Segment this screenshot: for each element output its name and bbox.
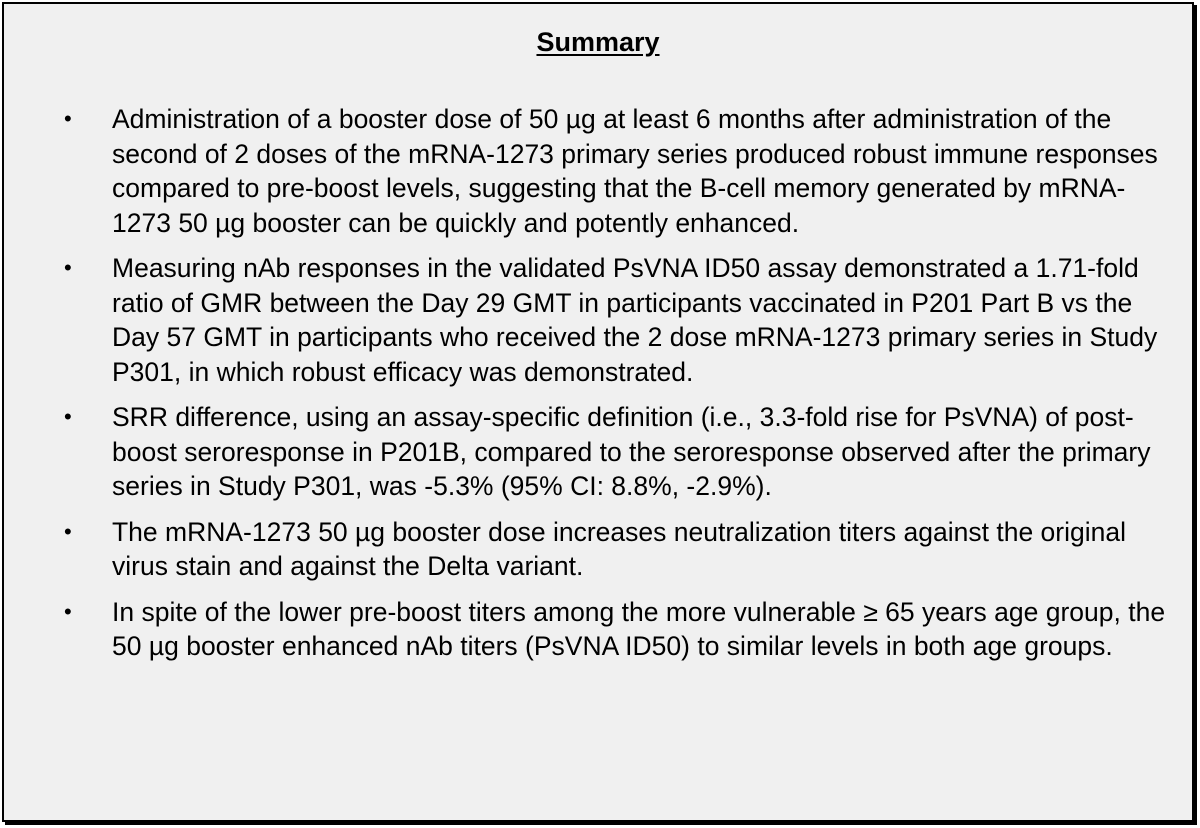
bullet-text: The mRNA-1273 50 µg booster dose increas… bbox=[112, 516, 1126, 582]
bullet-text: Measuring nAb responses in the validated… bbox=[112, 253, 1158, 387]
bullet-item: • The mRNA-1273 50 µg booster dose incre… bbox=[4, 515, 1192, 584]
bullet-item: • Administration of a booster dose of 50… bbox=[4, 102, 1192, 240]
bullet-item: • SRR difference, using an assay-specifi… bbox=[4, 400, 1192, 504]
bullet-icon: • bbox=[64, 255, 72, 280]
bullet-text: SRR difference, using an assay-specific … bbox=[112, 402, 1151, 501]
bullet-icon: • bbox=[64, 518, 72, 544]
bullet-text: Administration of a booster dose of 50 µ… bbox=[112, 104, 1158, 238]
summary-title: Summary bbox=[536, 27, 660, 57]
bullet-item: • Measuring nAb responses in the validat… bbox=[4, 251, 1192, 389]
bullet-text: In spite of the lower pre-boost titers a… bbox=[112, 596, 1166, 662]
bullet-icon: • bbox=[64, 106, 72, 131]
bullet-icon: • bbox=[64, 404, 72, 429]
bullet-item: • In spite of the lower pre-boost titers… bbox=[4, 595, 1192, 664]
summary-bullet-list: • Administration of a booster dose of 50… bbox=[4, 102, 1192, 675]
bullet-icon: • bbox=[64, 598, 72, 624]
